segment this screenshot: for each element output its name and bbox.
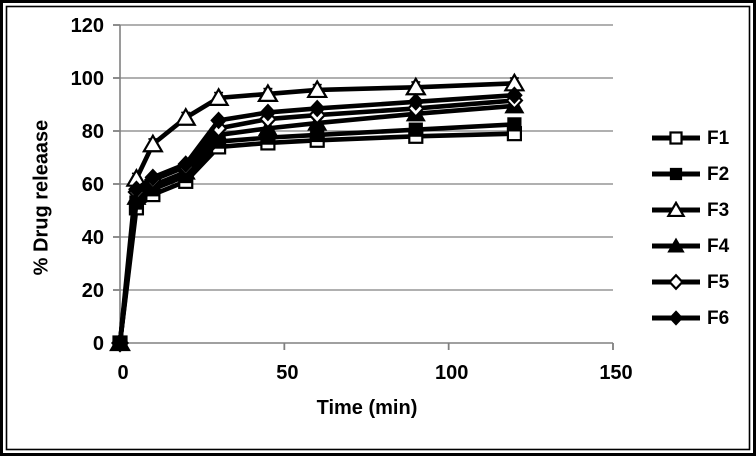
y-tick-label: 0 xyxy=(93,333,104,355)
f5-open-diamond-marker-icon xyxy=(652,273,700,291)
legend-label-f1: F1 xyxy=(707,127,730,149)
f3-open-triangle-marker-icon xyxy=(652,201,700,218)
x-axis-title: Time (min) xyxy=(316,397,418,419)
legend-item-f1: F1 xyxy=(650,120,750,156)
legend-item-f6: F6 xyxy=(650,300,750,336)
x-tick-label: 150 xyxy=(599,362,632,384)
legend: F1 F2 F3 F4 F5 F6 xyxy=(650,120,750,336)
f6-filled-diamond-marker-icon xyxy=(652,310,700,326)
f1-open-square-marker-icon xyxy=(652,131,700,145)
legend-item-f3: F3 xyxy=(650,192,750,228)
series-F2 xyxy=(112,117,522,351)
f4-filled-triangle-marker-icon xyxy=(652,237,700,253)
legend-label-f5: F5 xyxy=(707,271,730,293)
legend-label-f3: F3 xyxy=(707,199,730,221)
y-tick-label: 40 xyxy=(82,227,104,249)
y-tick-labels: 0 20 40 60 80 100 120 xyxy=(71,15,104,355)
legend-label-f6: F6 xyxy=(707,307,730,329)
y-axis-title: % Drug releaase xyxy=(30,119,53,276)
y-tick-label: 60 xyxy=(82,174,104,196)
legend-item-f5: F5 xyxy=(650,264,750,300)
y-tick-label: 80 xyxy=(82,121,104,143)
legend-item-f2: F2 xyxy=(650,156,750,192)
y-tick-label: 100 xyxy=(71,68,104,90)
x-tick-label: 100 xyxy=(435,362,468,384)
gridlines xyxy=(120,24,613,291)
x-tick-label: 0 xyxy=(117,362,128,384)
x-tick-label: 50 xyxy=(276,362,298,384)
y-tick-label: 20 xyxy=(82,280,104,302)
series-F1 xyxy=(112,126,522,351)
legend-item-f4: F4 xyxy=(650,228,750,264)
legend-label-f2: F2 xyxy=(707,163,730,185)
axes xyxy=(113,24,614,350)
y-tick-label: 120 xyxy=(71,15,104,37)
f2-filled-square-marker-icon xyxy=(652,167,700,181)
legend-label-f4: F4 xyxy=(707,235,730,257)
x-tick-labels: 0 50 100 150 xyxy=(117,362,632,384)
series-F6 xyxy=(111,86,523,352)
